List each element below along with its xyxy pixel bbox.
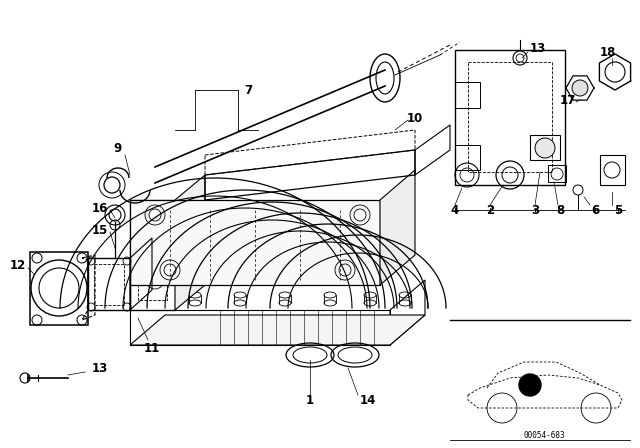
- Polygon shape: [130, 315, 425, 345]
- Text: 16: 16: [92, 202, 108, 215]
- Text: 18: 18: [600, 46, 616, 59]
- Text: 1: 1: [306, 393, 314, 406]
- Text: 12: 12: [10, 258, 26, 271]
- Text: 9: 9: [114, 142, 122, 155]
- Polygon shape: [175, 175, 205, 310]
- Circle shape: [572, 80, 588, 96]
- Text: 13: 13: [530, 42, 546, 55]
- Text: 14: 14: [360, 393, 376, 406]
- Text: 3: 3: [531, 203, 539, 216]
- Text: 11: 11: [144, 341, 160, 354]
- Text: 5: 5: [614, 203, 622, 216]
- Text: 8: 8: [556, 203, 564, 216]
- Text: 10: 10: [407, 112, 423, 125]
- Polygon shape: [130, 200, 380, 285]
- Text: 4: 4: [451, 203, 459, 216]
- Text: 15: 15: [92, 224, 108, 237]
- Text: 00054-683: 00054-683: [523, 431, 565, 439]
- Text: 7: 7: [244, 83, 252, 96]
- Text: 13: 13: [92, 362, 108, 375]
- Text: 2: 2: [486, 203, 494, 216]
- Circle shape: [519, 374, 541, 396]
- Polygon shape: [380, 170, 415, 285]
- Text: 6: 6: [591, 203, 599, 216]
- Circle shape: [535, 138, 555, 158]
- Text: 17: 17: [560, 94, 576, 107]
